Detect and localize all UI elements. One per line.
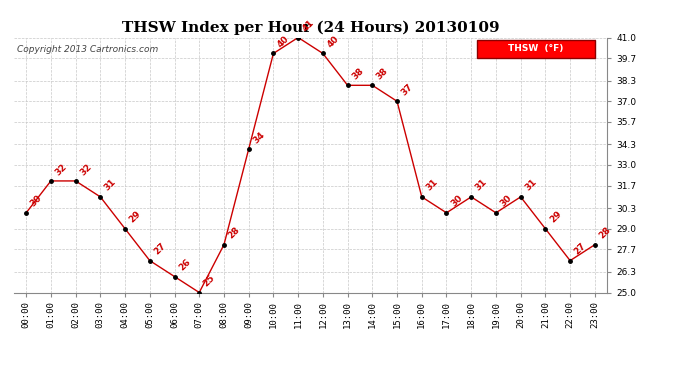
Text: 31: 31 (523, 178, 538, 193)
Text: 31: 31 (424, 178, 440, 193)
Title: THSW Index per Hour (24 Hours) 20130109: THSW Index per Hour (24 Hours) 20130109 (121, 21, 500, 35)
Text: 30: 30 (498, 194, 513, 209)
Text: 30: 30 (29, 194, 43, 209)
Text: Copyright 2013 Cartronics.com: Copyright 2013 Cartronics.com (17, 45, 158, 54)
Text: 40: 40 (276, 34, 291, 50)
Text: 29: 29 (128, 210, 143, 225)
Text: 31: 31 (103, 178, 118, 193)
Text: 37: 37 (400, 82, 415, 97)
FancyBboxPatch shape (477, 40, 595, 58)
Text: 38: 38 (375, 66, 390, 81)
Text: 27: 27 (152, 242, 168, 256)
Text: 26: 26 (177, 257, 193, 273)
Text: 27: 27 (573, 242, 588, 256)
Text: 28: 28 (226, 225, 242, 241)
Text: 40: 40 (326, 34, 341, 50)
Text: 32: 32 (78, 162, 93, 177)
Text: 34: 34 (251, 130, 266, 145)
Text: THSW  (°F): THSW (°F) (509, 45, 564, 54)
Text: 38: 38 (350, 66, 365, 81)
Text: 41: 41 (301, 18, 316, 33)
Text: 25: 25 (201, 273, 217, 288)
Text: 31: 31 (474, 178, 489, 193)
Text: 28: 28 (598, 225, 613, 241)
Text: 32: 32 (53, 162, 68, 177)
Text: 29: 29 (548, 210, 563, 225)
Text: 30: 30 (449, 194, 464, 209)
